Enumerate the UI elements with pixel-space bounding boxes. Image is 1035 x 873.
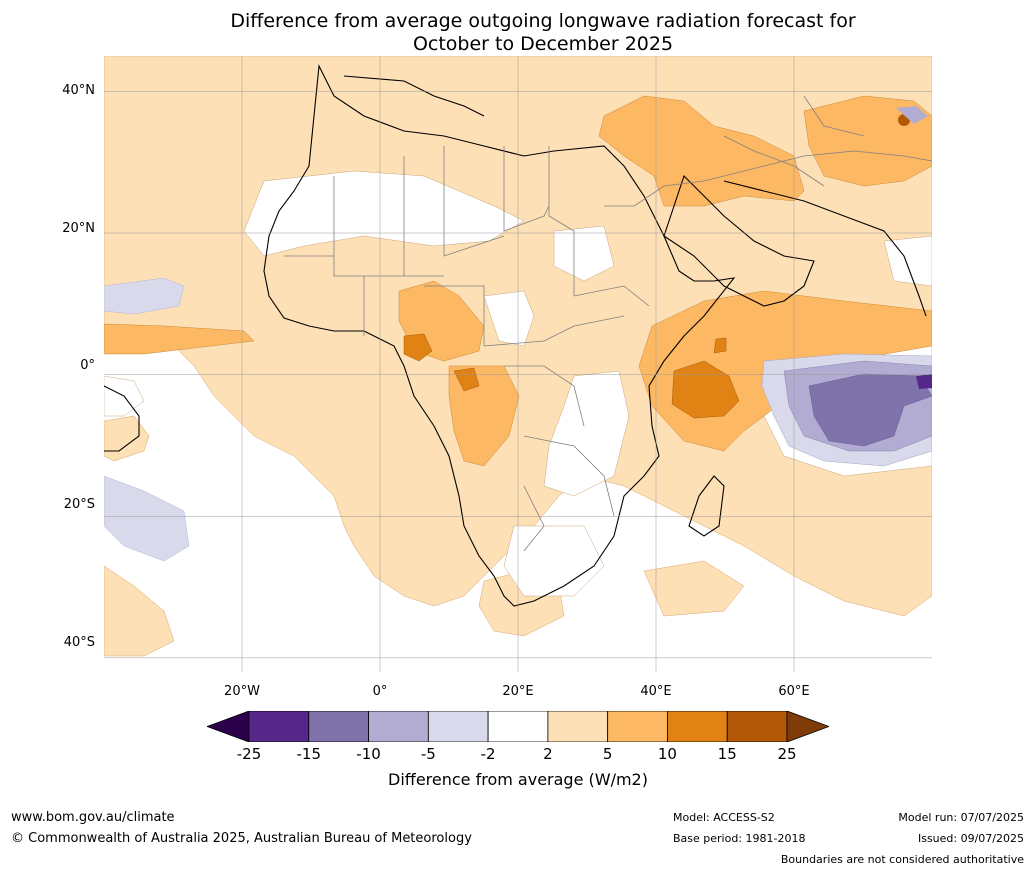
title-line-2: October to December 2025 [412, 33, 674, 55]
colorbar-segment [667, 710, 728, 743]
lon-label-40e: 40°E [640, 684, 672, 699]
colorbar-tick-label: 15 [717, 745, 737, 763]
colorbar-tick-label: -25 [236, 745, 262, 763]
issued-date: Issued: 09/07/2025 [917, 832, 1024, 845]
colorbar-segment [368, 710, 429, 743]
coastlines [104, 64, 927, 607]
website-link[interactable]: www.bom.gov.au/climate [11, 810, 175, 825]
colorbar [205, 710, 831, 743]
colorbar-label: Difference from average (W/m2) [388, 770, 648, 789]
colorbar-tick-label: 2 [543, 745, 553, 763]
colorbar-tick-label: 25 [777, 745, 797, 763]
colorbar-segment [726, 710, 788, 743]
anomaly-dark-orange [403, 333, 740, 419]
colorbar-segment [427, 710, 489, 743]
model-name: Model: ACCESS-S2 [673, 811, 775, 824]
lon-label-60e: 60°E [778, 684, 810, 699]
colorbar-segment [547, 710, 609, 743]
colorbar-segment [487, 710, 549, 743]
map-svg [104, 56, 932, 672]
colorbar-tick-label: -2 [480, 745, 496, 763]
colorbar-segment [248, 710, 310, 743]
colorbar-tick-label: 5 [602, 745, 613, 763]
colorbar-tick-label: -10 [356, 745, 381, 763]
lat-label-20n: 20°N [62, 221, 95, 236]
boundaries-note: Boundaries are not considered authoritat… [780, 853, 1024, 866]
base-period: Base period: 1981-2018 [673, 832, 806, 845]
colorbar-max-extension [786, 710, 831, 743]
colorbar-tick-label: -15 [296, 745, 322, 763]
title-line-1: Difference from average outgoing longwav… [230, 10, 856, 32]
lat-label-20s: 20°S [63, 497, 95, 512]
colorbar-tick-label: 10 [657, 745, 677, 763]
lat-label-equator: 0° [80, 358, 95, 373]
lon-label-20e: 20°E [502, 684, 534, 699]
copyright-text: © Commonwealth of Australia 2025, Austra… [11, 831, 472, 846]
colorbar-tick-label: -5 [420, 745, 436, 763]
map-title: Difference from average outgoing longwav… [143, 10, 943, 56]
model-run-date: Model run: 07/07/2025 [898, 811, 1024, 824]
lat-label-40s: 40°S [63, 635, 95, 650]
colorbar-min-extension [205, 710, 250, 743]
country-borders [284, 95, 932, 552]
colorbar-segment [607, 710, 668, 743]
lon-label-20w: 20°W [224, 684, 260, 699]
colorbar-svg [205, 710, 831, 743]
lat-label-40n: 40°N [62, 83, 95, 98]
graticule [104, 56, 932, 672]
forecast-map [104, 56, 932, 672]
lon-label-0: 0° [372, 684, 388, 699]
anomaly-purple [104, 106, 932, 562]
colorbar-segment [308, 710, 369, 743]
